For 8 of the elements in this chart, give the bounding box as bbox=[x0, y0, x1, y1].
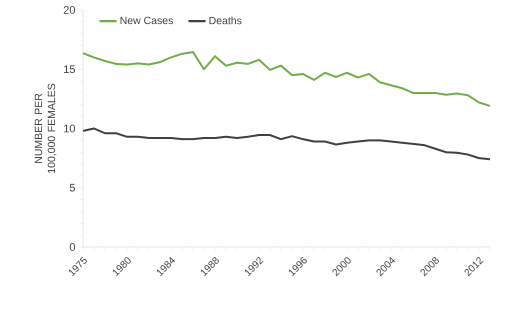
y-tick-label: 5 bbox=[70, 184, 75, 192]
legend-label: New Cases bbox=[120, 16, 173, 24]
y-tick-label: 10 bbox=[64, 124, 76, 132]
y-tick-label: 0 bbox=[70, 243, 76, 251]
legend-label: Deaths bbox=[210, 16, 242, 24]
y-tick-label: 15 bbox=[64, 65, 75, 74]
y-axis-title: NUMBER PER 100,000 FEMALES bbox=[34, 84, 56, 173]
y-tick-label: 20 bbox=[64, 6, 76, 14]
